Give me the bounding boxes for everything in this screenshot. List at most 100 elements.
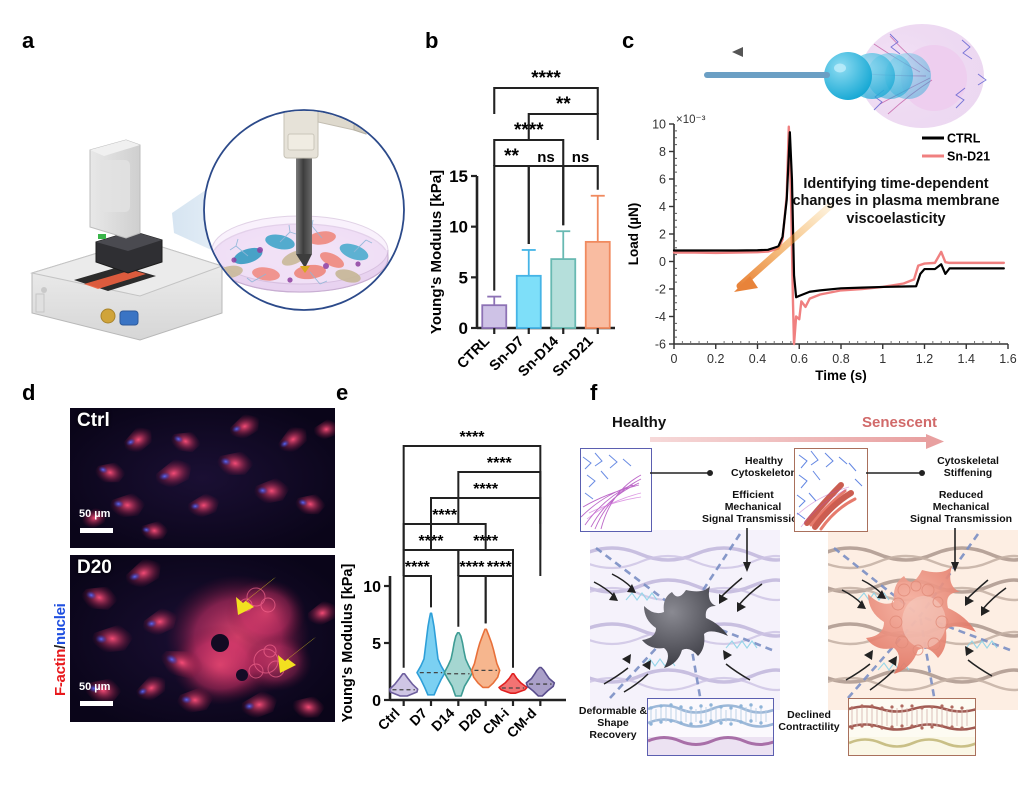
sig-label-7: **** <box>487 455 513 472</box>
panel-c: c <box>622 24 1022 383</box>
x-tick-label: 0.8 <box>832 352 849 366</box>
panel-c-letter: c <box>622 28 634 53</box>
x-tick-label-CTRL: CTRL <box>454 333 493 372</box>
violin-CM-d <box>525 666 556 697</box>
stain-label-f-actin: F-actin <box>52 648 69 696</box>
bar-Sn-D14 <box>550 258 577 329</box>
panel-e: e 0 5 10 Young's Modulus [kPa] Ctrl D7 D14 D20 C… <box>332 380 587 770</box>
healthy-signal-transmission-label: Efficient Mechanical Signal Transmission <box>701 489 805 525</box>
arrow-shaft <box>736 202 834 290</box>
sig-label-2: **** <box>487 559 513 576</box>
x-tick-label: 0 <box>671 352 678 366</box>
sig-label-8: **** <box>460 429 486 446</box>
bar-Sn-D21 <box>584 240 611 329</box>
y-axis-exponent: ×10⁻³ <box>676 114 706 126</box>
legend-label-CTRL: CTRL <box>947 132 981 146</box>
violin-D7 <box>416 612 446 696</box>
y-tick-label: 5 <box>459 268 468 287</box>
micrograph-ctrl-scalebar-text: 50 µm <box>79 508 111 520</box>
x-tick-label: 0.6 <box>791 352 808 366</box>
panel-c-annotation: Identifying time-dependent changes in pl… <box>792 176 1000 227</box>
sig-label-6: **** <box>473 481 499 498</box>
afm-instrument-icon <box>30 109 405 341</box>
micrograph-d20: D20 50 µm <box>70 555 335 722</box>
y-tick-label: -4 <box>655 310 666 324</box>
bar-CTRL <box>481 304 508 329</box>
gradient-arrow-right-icon <box>650 434 944 449</box>
y-tick-label: 4 <box>659 200 666 214</box>
series-Sn-D21 <box>672 125 1006 346</box>
series-CTRL <box>672 131 1005 299</box>
y-tick-label: 8 <box>659 145 666 159</box>
healthy-signal-arrow-icon <box>743 528 751 572</box>
annotation-arrow-icon <box>734 202 834 292</box>
violin-Ctrl <box>388 672 419 697</box>
senescent-declined-contractility-label: Declined Contractility <box>778 709 840 733</box>
micrograph-d20-label: D20 <box>77 557 112 578</box>
senescent-signal-transmission-label: Reduced Mechanical Signal Transmission <box>909 489 1013 525</box>
y-tick-label: 0 <box>659 255 666 269</box>
x-tick-label: 1 <box>879 352 886 366</box>
y-axis-label: Young's Modulus [kPa] <box>428 170 445 334</box>
panel-f-healthy-title: Healthy <box>612 414 667 431</box>
panel-a: a <box>22 28 432 368</box>
senescent-membrane-inset <box>848 698 976 756</box>
x-tick-label-CM-d: CM-d <box>503 705 539 741</box>
violin-CM-i <box>498 672 528 694</box>
micrograph-ctrl-content <box>70 408 335 548</box>
senescent-inset-leader-line <box>866 470 925 476</box>
healthy-membrane-inset <box>647 698 774 756</box>
micrograph-d20-content <box>70 555 335 722</box>
panel-f-senescent-title: Senescent <box>862 414 938 431</box>
y-tick-label: 0 <box>459 319 468 338</box>
sig-label-0: ** <box>504 146 519 167</box>
micrograph-ctrl-scalebar <box>80 528 113 533</box>
y-tick-label: 0 <box>372 693 381 710</box>
y-tick-label: 6 <box>659 173 666 187</box>
sig-bracket-8 <box>402 445 542 576</box>
sig-bracket-1 <box>527 164 565 244</box>
panel-d: d F-actin/nuclei <box>22 380 342 770</box>
y-tick-label: 10 <box>363 579 381 596</box>
healthy-ecm-background <box>590 530 780 710</box>
sig-bracket-4 <box>527 112 599 140</box>
panel-b: b 0 5 10 15 Young's Modulus [kPa] CTRL Sn-D7 Sn… <box>425 28 625 380</box>
y-tick-label: 10 <box>652 118 666 132</box>
panel-d-stain-legend: F-actin/nuclei <box>52 526 69 697</box>
micrograph-d20-scalebar-text: 50 µm <box>79 681 111 693</box>
healthy-cytoskeleton-inset <box>580 448 652 532</box>
cantilever-bead-schematic-icon <box>704 24 987 128</box>
stain-label-separator: / <box>52 645 69 649</box>
senescent-stiffening-label: Cytoskeletal Stiffening <box>937 455 999 479</box>
sig-label-5: **** <box>531 68 561 89</box>
violin-D20 <box>470 628 501 689</box>
x-tick-label: 0.4 <box>749 352 766 366</box>
legend-label-Sn-D21: Sn-D21 <box>947 150 990 164</box>
panel-b-letter: b <box>425 28 438 53</box>
sig-bracket-0 <box>402 575 432 668</box>
x-tick-label: 1.2 <box>916 352 933 366</box>
healthy-cytoskeleton-label: Healthy Cytoskeleton <box>731 455 797 479</box>
sig-bracket-2 <box>562 164 599 226</box>
micrograph-ctrl: Ctrl 50 µm <box>70 408 335 548</box>
x-tick-label-D20: D20 <box>455 705 485 735</box>
sig-bracket-5 <box>493 86 599 114</box>
y-axis-label: Young's Modulus [kPa] <box>340 564 356 723</box>
x-tick-label-D7: D7 <box>406 705 430 729</box>
x-tick-label: 1.4 <box>958 352 975 366</box>
sig-label-4: ** <box>556 94 571 115</box>
y-tick-label: -6 <box>655 338 666 352</box>
micrograph-d20-scalebar <box>80 701 113 706</box>
panel-a-letter: a <box>22 28 34 53</box>
sig-label-1: ns <box>537 149 555 166</box>
sig-label-5: **** <box>432 507 458 524</box>
sig-bracket-0 <box>493 164 530 291</box>
panel-e-letter: e <box>336 380 348 405</box>
arrow-head <box>734 276 758 292</box>
y-axis-label: Load (µN) <box>626 203 641 266</box>
stain-label-nuclei: nuclei <box>52 603 69 646</box>
x-tick-label: 0.2 <box>707 352 724 366</box>
y-tick-label: 15 <box>449 167 468 186</box>
